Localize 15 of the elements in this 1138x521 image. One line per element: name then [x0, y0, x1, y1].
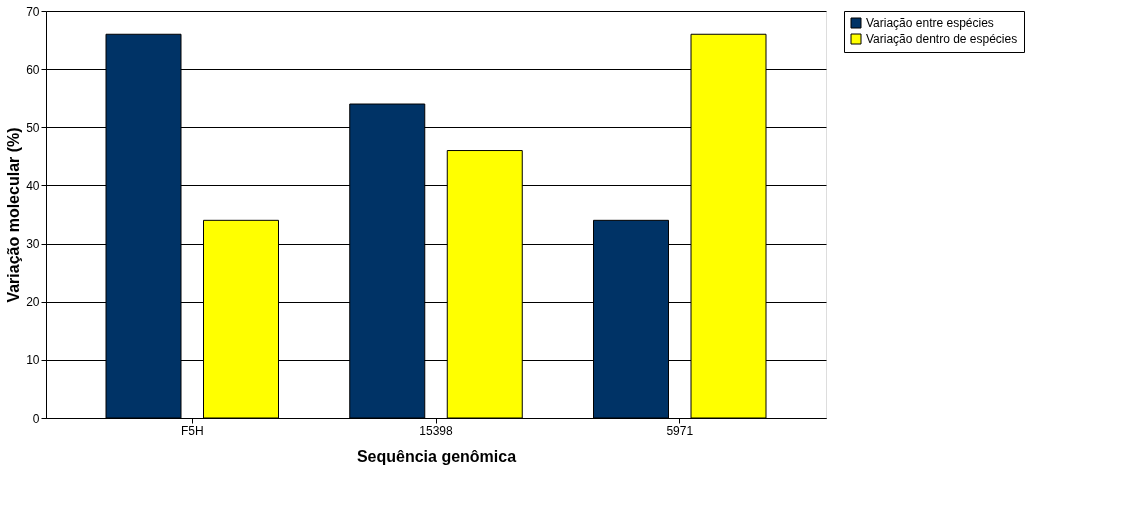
x-tick-label: F5H [180, 423, 204, 438]
y-tick-label: 70 [26, 4, 40, 19]
y-axis-title: Variação molecular (%) [5, 127, 23, 303]
y-tick-label: 40 [26, 178, 40, 193]
legend-label: Variação dentro de espécies [866, 32, 1018, 46]
x-axis-title: Sequência genômica [356, 447, 517, 465]
y-tick-label: 50 [26, 120, 40, 135]
y-tick-label: 30 [26, 237, 40, 252]
legend-label: Variação entre espécies [866, 16, 994, 30]
x-tick-label: 15398 [419, 423, 454, 438]
y-tick-label: 0 [32, 411, 40, 426]
y-tick-label: 10 [26, 353, 40, 368]
x-tick-label: 5971 [666, 423, 694, 438]
y-tick-label: 20 [26, 295, 40, 310]
y-tick-label: 60 [26, 62, 40, 77]
